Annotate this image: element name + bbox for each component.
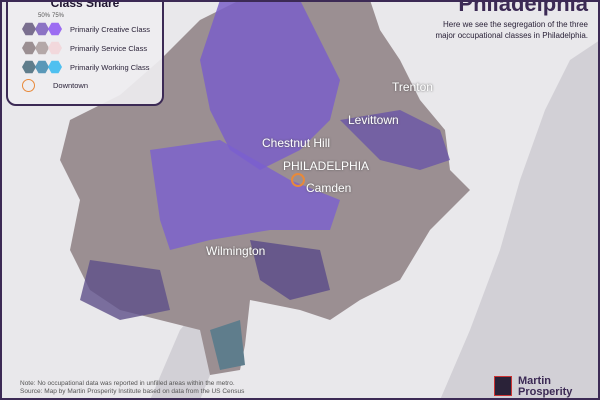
downtown-ring-icon xyxy=(22,79,35,92)
hex-swatch xyxy=(48,60,62,74)
legend-label: Primarily Creative Class xyxy=(70,24,151,34)
map-title: Philadelphia xyxy=(458,0,588,16)
legend-item-service: Primarily Service Class xyxy=(22,41,147,55)
pct-label: 50% xyxy=(38,13,51,19)
working-class-cluster xyxy=(210,320,245,370)
city-label-levittown: Levittown xyxy=(348,113,399,127)
legend-label: Primarily Working Class xyxy=(70,62,150,72)
legend-item-working: Primarily Working Class xyxy=(22,60,149,74)
logo-text: Martin Prosperity xyxy=(518,376,572,398)
water-area xyxy=(440,40,600,400)
city-label-wilmington: Wilmington xyxy=(206,244,266,258)
legend-item-downtown: Downtown xyxy=(8,79,88,92)
downtown-marker xyxy=(291,173,305,187)
city-label-camden: Camden xyxy=(306,181,352,195)
city-label-chestnut-hill: Chestnut Hill xyxy=(262,136,331,150)
legend-item-creative: Primarily Creative Class xyxy=(22,22,150,36)
hex-swatch xyxy=(22,41,36,55)
creative-class-cluster xyxy=(150,140,340,250)
city-label-trenton: Trenton xyxy=(392,80,433,94)
hex-swatch xyxy=(35,22,49,36)
hex-swatch xyxy=(22,60,36,74)
logo-mark-icon xyxy=(494,376,512,396)
hex-swatch xyxy=(35,41,49,55)
hex-swatch xyxy=(35,60,49,74)
subtitle-line: Here we see the segregation of the three xyxy=(443,20,588,29)
hex-swatch xyxy=(22,22,36,36)
map-subtitle: Here we see the segregation of the three… xyxy=(435,19,588,41)
creative-class-cluster xyxy=(80,260,170,320)
martin-prosperity-logo: Martin Prosperity xyxy=(494,376,572,398)
subtitle-line: major occupational classes in Philadelph… xyxy=(435,31,588,40)
pct-label: 75% xyxy=(52,13,65,19)
hex-swatch xyxy=(48,22,62,36)
note-line: Note: No occupational data was reported … xyxy=(20,380,235,387)
creative-class-cluster xyxy=(250,240,330,300)
legend-label: Primarily Service Class xyxy=(70,43,148,53)
legend: Class Share 50% 75% Primarily Creative C… xyxy=(6,0,164,106)
legend-title: Class Share xyxy=(50,0,120,10)
logo-line: Martin xyxy=(518,375,551,387)
legend-label: Downtown xyxy=(53,81,89,90)
logo-line: Prosperity xyxy=(518,386,573,398)
creative-class-cluster xyxy=(340,110,450,170)
creative-class-cluster xyxy=(200,0,340,170)
hex-swatch xyxy=(48,41,62,55)
source-note: Note: No occupational data was reported … xyxy=(20,380,244,396)
note-line: Source: Map by Martin Prosperity Institu… xyxy=(20,388,245,395)
city-label-philadelphia: PHILADELPHIA xyxy=(283,159,370,173)
